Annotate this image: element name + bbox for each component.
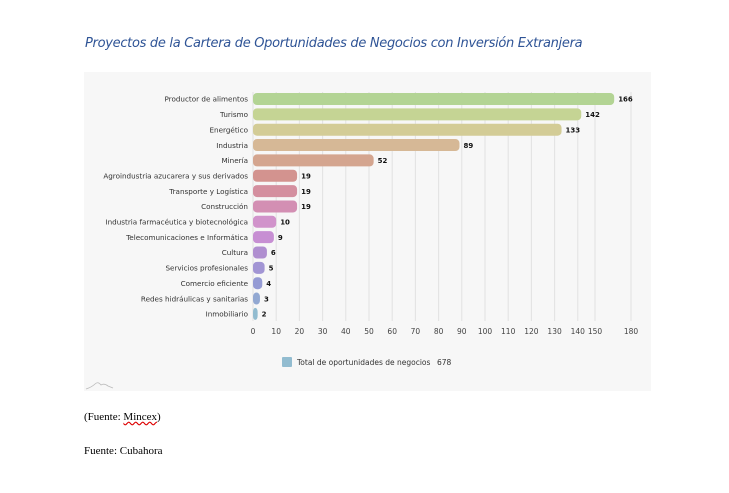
category-label: Inmobiliario (206, 310, 248, 319)
data-label: 3 (264, 295, 269, 303)
category-label: Servicios profesionales (165, 264, 248, 273)
bar (253, 200, 298, 213)
x-tick-label: 10 (271, 327, 281, 336)
category-label: Productor de alimentos (164, 95, 248, 104)
x-tick-label: 130 (547, 327, 562, 336)
source-mincex: (Fuente: Mincex) (84, 411, 161, 423)
data-label: 19 (301, 188, 311, 196)
category-label: Construcción (201, 202, 248, 211)
category-label: Energético (210, 125, 249, 134)
category-label: Cultura (222, 248, 248, 257)
category-label: Redes hidráulicas y sanitarias (141, 294, 248, 303)
watermark-logo-icon (85, 382, 114, 390)
source-name: Mincex (123, 411, 158, 423)
bar (253, 231, 274, 244)
bar (253, 139, 460, 152)
data-label: 142 (585, 111, 600, 119)
legend-value: 678 (437, 358, 452, 367)
data-label: 19 (301, 203, 311, 211)
bar (253, 292, 260, 305)
x-tick-label: 150 (588, 327, 603, 336)
source-suffix: ) (157, 411, 161, 423)
data-label: 10 (280, 219, 290, 227)
legend-swatch (282, 357, 292, 367)
category-label: Telecomunicaciones e Informática (125, 233, 248, 242)
x-tick-label: 60 (387, 327, 397, 336)
x-tick-label: 140 (571, 327, 586, 336)
bar (253, 277, 263, 290)
x-tick-label: 20 (295, 327, 305, 336)
data-label: 4 (266, 280, 271, 288)
x-tick-label: 0 (251, 327, 256, 336)
x-tick-label: 90 (457, 327, 467, 336)
data-label: 2 (262, 311, 267, 319)
category-label: Agroindustria azucarera y sus derivados (103, 171, 248, 180)
category-label: Minería (221, 156, 248, 165)
data-label: 166 (618, 96, 633, 104)
category-label: Industria farmacéutica y biotecnológica (105, 218, 248, 227)
x-tick-label: 40 (341, 327, 351, 336)
data-label: 9 (278, 234, 283, 242)
source-cubahora: Fuente: Cubahora (84, 445, 163, 457)
bar (253, 108, 582, 121)
x-tick-label: 120 (524, 327, 539, 336)
x-tick-label: 180 (624, 327, 639, 336)
x-tick-label: 70 (411, 327, 421, 336)
category-label: Comercio eficiente (181, 279, 249, 288)
bar (253, 215, 277, 228)
data-label: 19 (301, 172, 311, 180)
bar (253, 261, 265, 274)
bar (253, 169, 298, 182)
x-tick-label: 110 (501, 327, 516, 336)
category-label: Industria (216, 141, 248, 150)
x-tick-label: 100 (478, 327, 493, 336)
source-prefix: (Fuente: (84, 411, 124, 423)
data-label: 133 (566, 126, 581, 134)
bar (253, 93, 615, 105)
data-label: 5 (269, 265, 274, 273)
data-label: 89 (463, 142, 473, 150)
chart-title: Proyectos de la Cartera de Oportunidades… (85, 36, 583, 51)
category-label: Transporte y Logística (168, 187, 248, 196)
bar (253, 154, 374, 167)
x-tick-label: 30 (318, 327, 328, 336)
category-label: Turismo (219, 110, 248, 119)
bar (253, 307, 258, 320)
data-label: 6 (271, 249, 276, 257)
bar (253, 123, 562, 136)
legend-label: Total de oportunidades de negocios (296, 358, 431, 367)
data-label: 52 (378, 157, 388, 165)
bar (253, 185, 298, 198)
x-tick-label: 50 (364, 327, 374, 336)
bar (253, 246, 267, 259)
x-tick-label: 80 (434, 327, 444, 336)
